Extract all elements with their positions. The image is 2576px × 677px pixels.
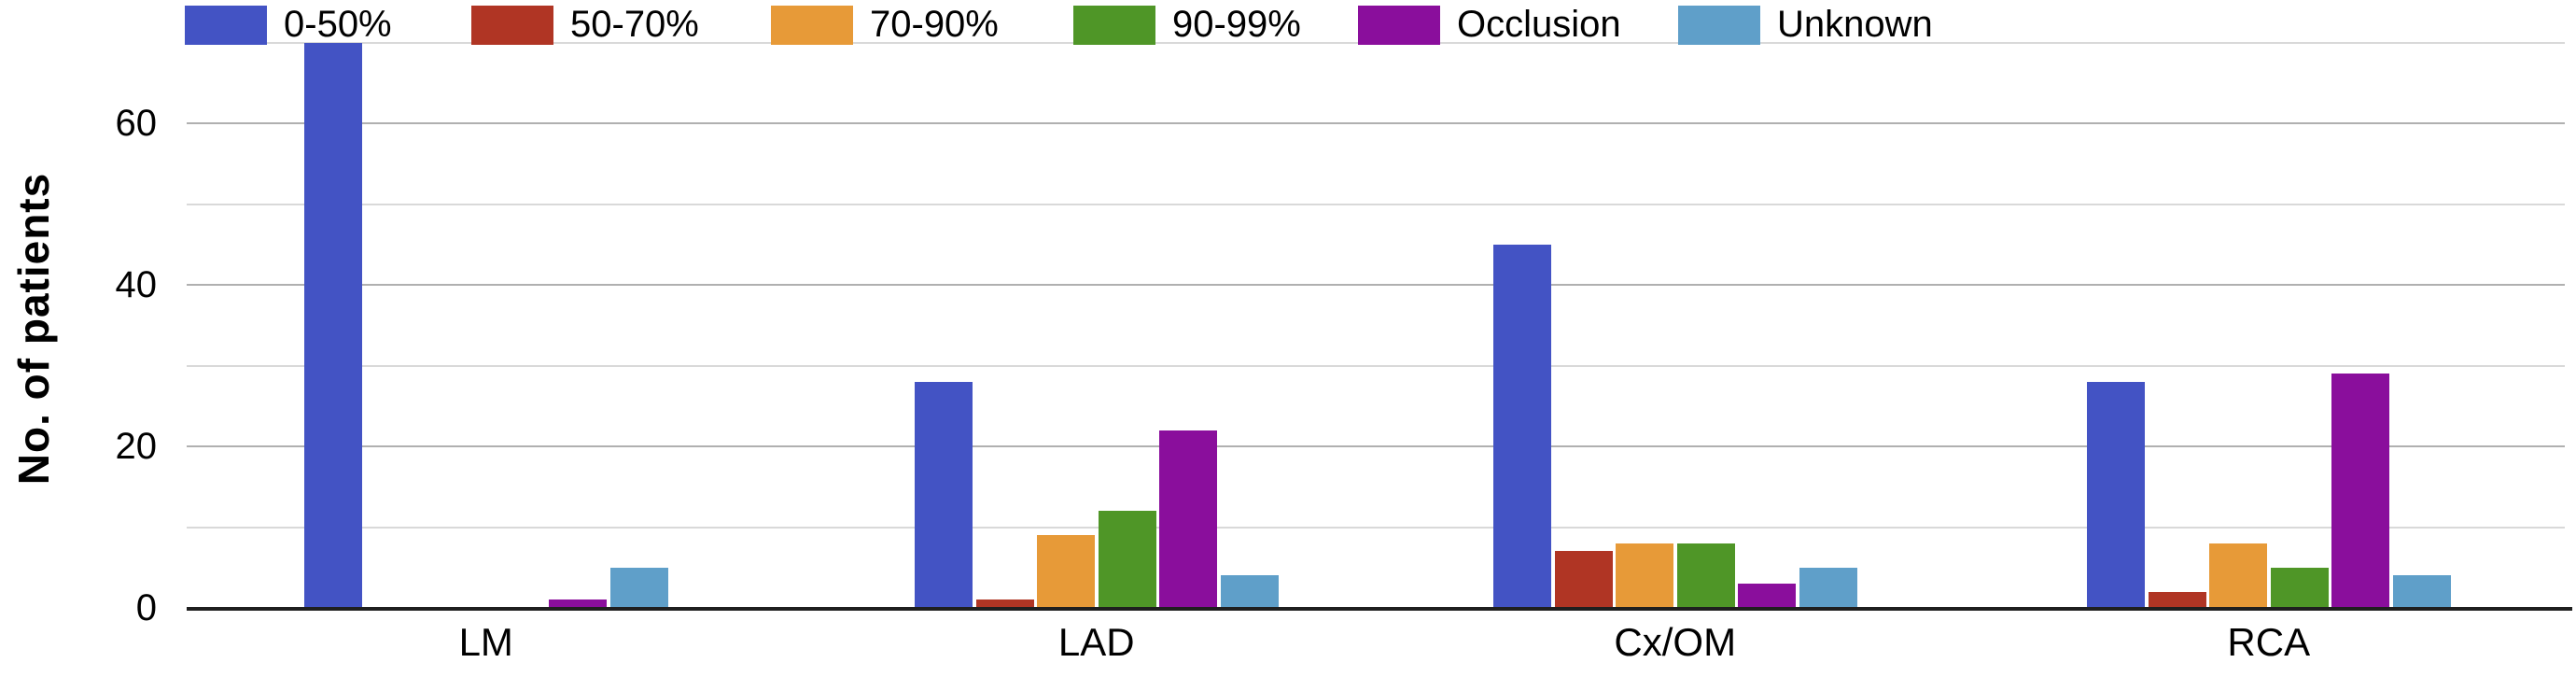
x-axis-line [187,607,2572,611]
y-tick-label: 40 [115,264,158,305]
bar-70-90- [1037,535,1095,608]
legend-swatch [771,6,853,45]
bar-90-99- [1098,511,1156,608]
legend-swatch [1358,6,1440,45]
bar-unknown [609,567,668,608]
bar-unknown [2392,575,2451,608]
gridline-minor [187,203,2565,205]
legend-label: 90-99% [1172,4,1301,45]
legend-label: 70-90% [870,4,999,45]
bar-occlusion [549,599,607,608]
bar-90-99- [2270,567,2329,608]
y-tick-label: 20 [115,426,158,467]
legend-swatch [471,6,553,45]
y-tick-label: 60 [115,103,158,144]
bar-occlusion [2331,374,2389,608]
legend-label: Occlusion [1457,4,1621,45]
bar-90-99- [1676,543,1735,608]
bar-0-50- [304,42,362,608]
gridline-minor [187,526,2565,529]
category-label: LM [458,620,513,664]
bar-50-70- [975,599,1034,608]
gridline-major [187,284,2565,286]
bar-0-50- [2087,381,2145,608]
bar-0-50- [1493,244,1551,608]
legend-label: 50-70% [570,4,699,45]
gridline-major [187,445,2565,447]
bar-occlusion [1159,430,1217,608]
category-label: LAD [1057,620,1135,664]
bar-70-90- [1616,543,1673,608]
category-label: Cx/OM [1614,620,1737,664]
bar-unknown [1220,575,1279,608]
gridline-major [187,122,2565,124]
legend-label: Unknown [1777,4,1933,45]
bar-50-70- [1554,551,1613,608]
legend-swatch [1073,6,1155,45]
bar-unknown [1799,567,1857,608]
bar-70-90- [2209,543,2267,608]
category-label: RCA [2227,620,2311,664]
bar-occlusion [1738,584,1796,608]
bar-0-50- [915,381,973,608]
gridline-minor [187,364,2565,367]
y-tick-label: 0 [135,587,157,628]
legend-swatch [1678,6,1760,45]
bar-50-70- [2148,591,2206,608]
legend-label: 0-50% [284,4,392,45]
legend: 0-50% 50-70% 70-90% 90-99% Occlusion Unknown [0,0,2576,52]
legend-swatch [185,6,267,45]
